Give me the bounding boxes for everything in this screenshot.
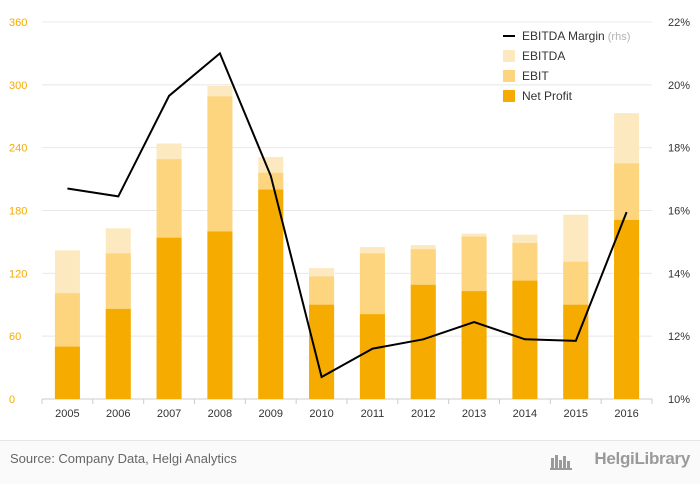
legend-label-net-profit: Net Profit (522, 89, 573, 103)
bar-net-profit (410, 284, 436, 399)
y-left-tick-label: 60 (9, 331, 21, 343)
bar-net-profit (54, 346, 80, 399)
legend-label-ebit: EBIT (522, 69, 549, 83)
x-tick-label: 2011 (361, 408, 385, 420)
chart-svg: 0 60 120 180 240 300 360 10% 12% 14% 16% 18% 20% 22% 2… (9, 17, 690, 420)
bar-net-profit (207, 231, 233, 399)
x-tick-label: 2007 (157, 408, 181, 420)
y-left-tick-label: 0 (9, 394, 15, 406)
x-tick-label: 2005 (55, 408, 79, 420)
bar-net-profit (614, 219, 640, 399)
x-tick-label: 2015 (564, 408, 588, 420)
helgi-library-brand: HelgiLibrary (594, 449, 690, 468)
bar-net-profit (105, 308, 131, 399)
bar-net-profit (461, 291, 487, 399)
x-tick-label: 2006 (106, 408, 130, 420)
x-tick-label: 2009 (259, 408, 283, 420)
legend-suffix: (rhs) (605, 31, 631, 43)
x-tick-label: 2014 (513, 408, 537, 420)
y-right-tick-label: 22% (668, 17, 690, 29)
legend-swatch-ebitda (503, 50, 515, 62)
y-left-tick-label: 180 (9, 206, 27, 218)
bar-net-profit (258, 189, 284, 399)
bar-net-profit (359, 314, 385, 399)
bar-net-profit (309, 304, 335, 399)
y-left-tick-label: 360 (9, 17, 27, 29)
x-tick-label: 2010 (309, 408, 333, 420)
y-right-tick-label: 10% (668, 394, 690, 406)
legend-label-ebitda: EBITDA (522, 49, 565, 63)
x-tick-label: 2008 (208, 408, 232, 420)
x-tick-label: 2016 (614, 408, 638, 420)
footer: Source: Company Data, Helgi Analytics He… (0, 440, 700, 484)
legend-label-ebitda-margin: EBITDA Margin (rhs) (522, 29, 630, 43)
y-right-tick-label: 16% (668, 206, 690, 218)
y-right-tick-label: 18% (668, 143, 690, 155)
y-left-tick-label: 240 (9, 143, 27, 155)
line-ebitda-margin (67, 51, 628, 379)
y-right-tick-label: 20% (668, 80, 690, 92)
legend-swatch-net-profit (503, 90, 515, 102)
helgi-library-logo-icon (550, 455, 572, 470)
legend-swatch-ebit (503, 70, 515, 82)
bar-net-profit (156, 237, 182, 399)
y-left-tick-label: 300 (9, 80, 27, 92)
x-tick-label: 2012 (411, 408, 435, 420)
source-note: Source: Company Data, Helgi Analytics (10, 451, 237, 466)
y-right-tick-label: 14% (668, 268, 690, 280)
chart-area: 0 60 120 180 240 300 360 10% 12% 14% 16% 18% 20% 22% 2… (9, 17, 690, 420)
x-tick-label: 2013 (462, 408, 486, 420)
y-left-tick-label: 120 (9, 268, 27, 280)
y-right-tick-label: 12% (668, 331, 690, 343)
